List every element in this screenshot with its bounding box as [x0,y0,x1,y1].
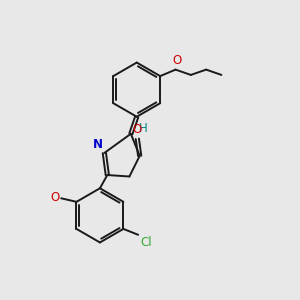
Text: O: O [132,123,141,136]
Text: O: O [172,54,181,67]
Text: H: H [139,122,148,135]
Text: N: N [93,138,103,151]
Text: O: O [50,191,59,205]
Text: Cl: Cl [140,236,152,249]
